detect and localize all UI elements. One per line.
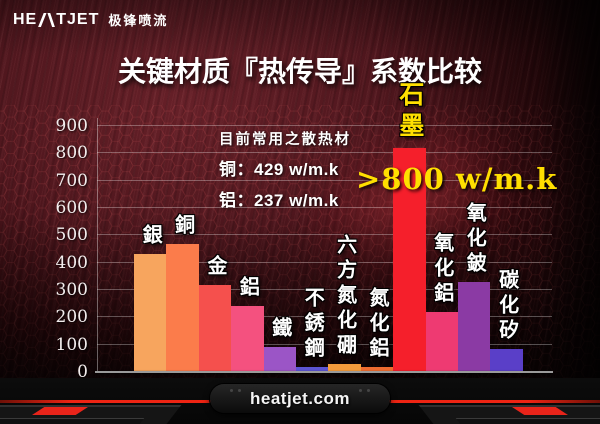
website-url: heatjet.com [250, 388, 350, 408]
rivet-dot-icon [230, 389, 233, 392]
ytick-900: 900 [55, 116, 88, 136]
bar-銀 [134, 254, 167, 372]
bar-石墨 [393, 147, 426, 372]
footer-right-edge [455, 418, 600, 424]
rivet-dot-icon [359, 389, 362, 392]
bar-六方氮化硼 [328, 363, 361, 372]
page-title: 关键材质『热传导』系数比较 [117, 56, 482, 87]
gridline-200 [97, 316, 552, 318]
ytick-200: 200 [55, 307, 88, 328]
bar-銅 [166, 243, 199, 372]
bar-chart-plot-area: 銀銅金鋁鐵不銹鋼 六方氮化硼 氮化鋁 石墨氧化鋁 氧化鈹 碳化矽 [97, 81, 552, 372]
common-materials-note: 目前常用之散热材 铜：429 w/m.k 铝：237 w/m.k [219, 128, 351, 211]
bar-鐵 [263, 347, 296, 372]
bar-label-鋁: 鋁 [236, 276, 259, 302]
gridline-400 [97, 261, 552, 263]
gridline-900 [97, 125, 552, 126]
bar-label-銀: 銀 [139, 224, 162, 250]
footer-left-chevron-icon [32, 407, 88, 415]
gridline-600 [97, 207, 552, 208]
ytick-0: 0 [77, 362, 88, 382]
bar-金 [198, 284, 232, 372]
bar-label-氮化鋁: 氮化鋁 [366, 286, 388, 362]
bar-鋁 [231, 306, 264, 372]
ytick-400: 400 [55, 252, 88, 273]
bar-label-不銹鋼: 不銹鋼 [301, 286, 324, 362]
gridline-800 [97, 152, 552, 154]
brand-text-right: TJET [56, 10, 100, 28]
ytick-800: 800 [55, 143, 88, 164]
note-copper-value: 铜：429 w/m.k [219, 160, 339, 179]
bar-label-銅: 銅 [171, 213, 194, 239]
ytick-300: 300 [55, 280, 88, 300]
brand-subtitle: 极锋喷流 [108, 13, 169, 28]
ytick-100: 100 [55, 334, 88, 355]
bar-不銹鋼 [296, 366, 329, 372]
brand-logo: HE TJET 极锋喷流 [13, 10, 168, 29]
footer-url-plate: heatjet.com [210, 384, 390, 413]
footer-bar: heatjet.com [0, 378, 600, 424]
graphite-value-annotation: >800 w/m.k [356, 162, 558, 196]
bar-label-六方氮化硼: 六方氮化硼 [333, 233, 356, 359]
ytick-500: 500 [55, 225, 88, 246]
bar-氧化鈹 [458, 281, 491, 372]
bar-氮化鋁 [360, 366, 394, 372]
footer-right-chevron-icon [512, 407, 568, 415]
ytick-600: 600 [55, 198, 88, 218]
footer-left-edge [0, 418, 145, 424]
note-heading: 目前常用之散热材 [219, 132, 351, 148]
bar-label-碳化矽: 碳化矽 [495, 268, 518, 344]
bar-label-氧化鋁: 氧化鋁 [430, 231, 453, 307]
bar-碳化矽 [490, 348, 523, 372]
claw-icon [38, 12, 56, 27]
gridline-700 [97, 179, 552, 181]
gridline-500 [97, 234, 552, 236]
note-aluminum-value: 铝：237 w/m.k [219, 191, 339, 210]
bar-label-氧化鈹: 氧化鈹 [463, 201, 486, 277]
bar-label-金: 金 [204, 254, 226, 280]
y-axis-tick-labels: 900 800 700 600 500 400 300 200 100 0 [30, 116, 88, 382]
x-axis-baseline [95, 371, 553, 373]
gridline-300 [97, 289, 552, 290]
brand-text-left: HE [13, 10, 38, 28]
ytick-700: 700 [55, 170, 88, 191]
bar-label-鐵: 鐵 [268, 317, 291, 343]
gridline-100 [97, 343, 552, 345]
bar-label-石墨: 石墨 [395, 80, 424, 143]
rivet-dot-icon [238, 389, 241, 392]
y-axis-line [97, 118, 98, 372]
bar-氧化鋁 [425, 311, 458, 372]
rivet-dot-icon [367, 389, 370, 392]
